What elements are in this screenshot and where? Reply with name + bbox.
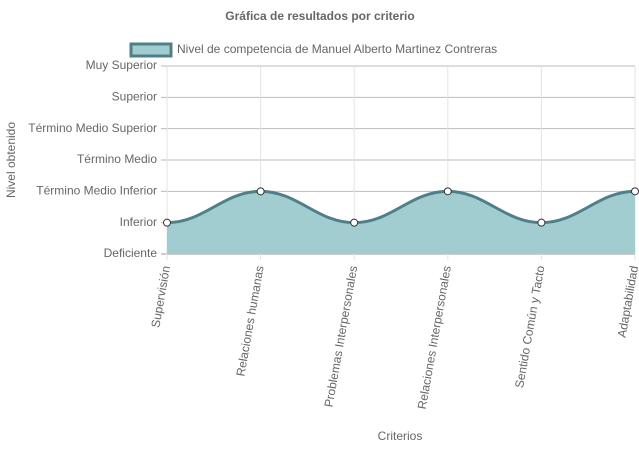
chart-title: Gráfica de resultados por criterio	[225, 9, 414, 23]
line	[166, 189, 636, 225]
x-tick-label: Supervisión	[148, 265, 173, 329]
y-tick-label: Término Medio Superior	[28, 121, 157, 135]
point	[256, 187, 265, 196]
x-tick-label: Sentido Común y Tacto	[512, 264, 547, 389]
y-tick-label: Término Medio	[77, 152, 157, 166]
point	[350, 218, 359, 227]
y-tick-label: Término Medio Inferior	[36, 184, 157, 198]
legend-swatch	[129, 42, 173, 58]
y-tick-label: Muy Superior	[86, 58, 157, 72]
area	[167, 191, 635, 254]
x-tick-label: Adaptabilidad	[615, 265, 639, 339]
point	[631, 187, 639, 196]
y-tick-label: Deficiente	[104, 246, 158, 260]
y-tick-label: Inferior	[120, 215, 157, 229]
y-tick-label: Superior	[112, 90, 157, 104]
point	[443, 187, 452, 196]
x-tick-label: Relaciones humanas	[233, 265, 266, 378]
x-tick-label: Relaciones Interpersonales	[415, 265, 454, 411]
x-tick-label: Problemas Interpersonales	[322, 265, 361, 409]
x-axis-label: Criterios	[378, 429, 423, 443]
point	[163, 218, 171, 227]
point	[537, 218, 546, 227]
legend-label: Nivel de competencia de Manuel Alberto M…	[177, 42, 497, 56]
y-axis-label: Nivel obtenido	[4, 122, 18, 198]
